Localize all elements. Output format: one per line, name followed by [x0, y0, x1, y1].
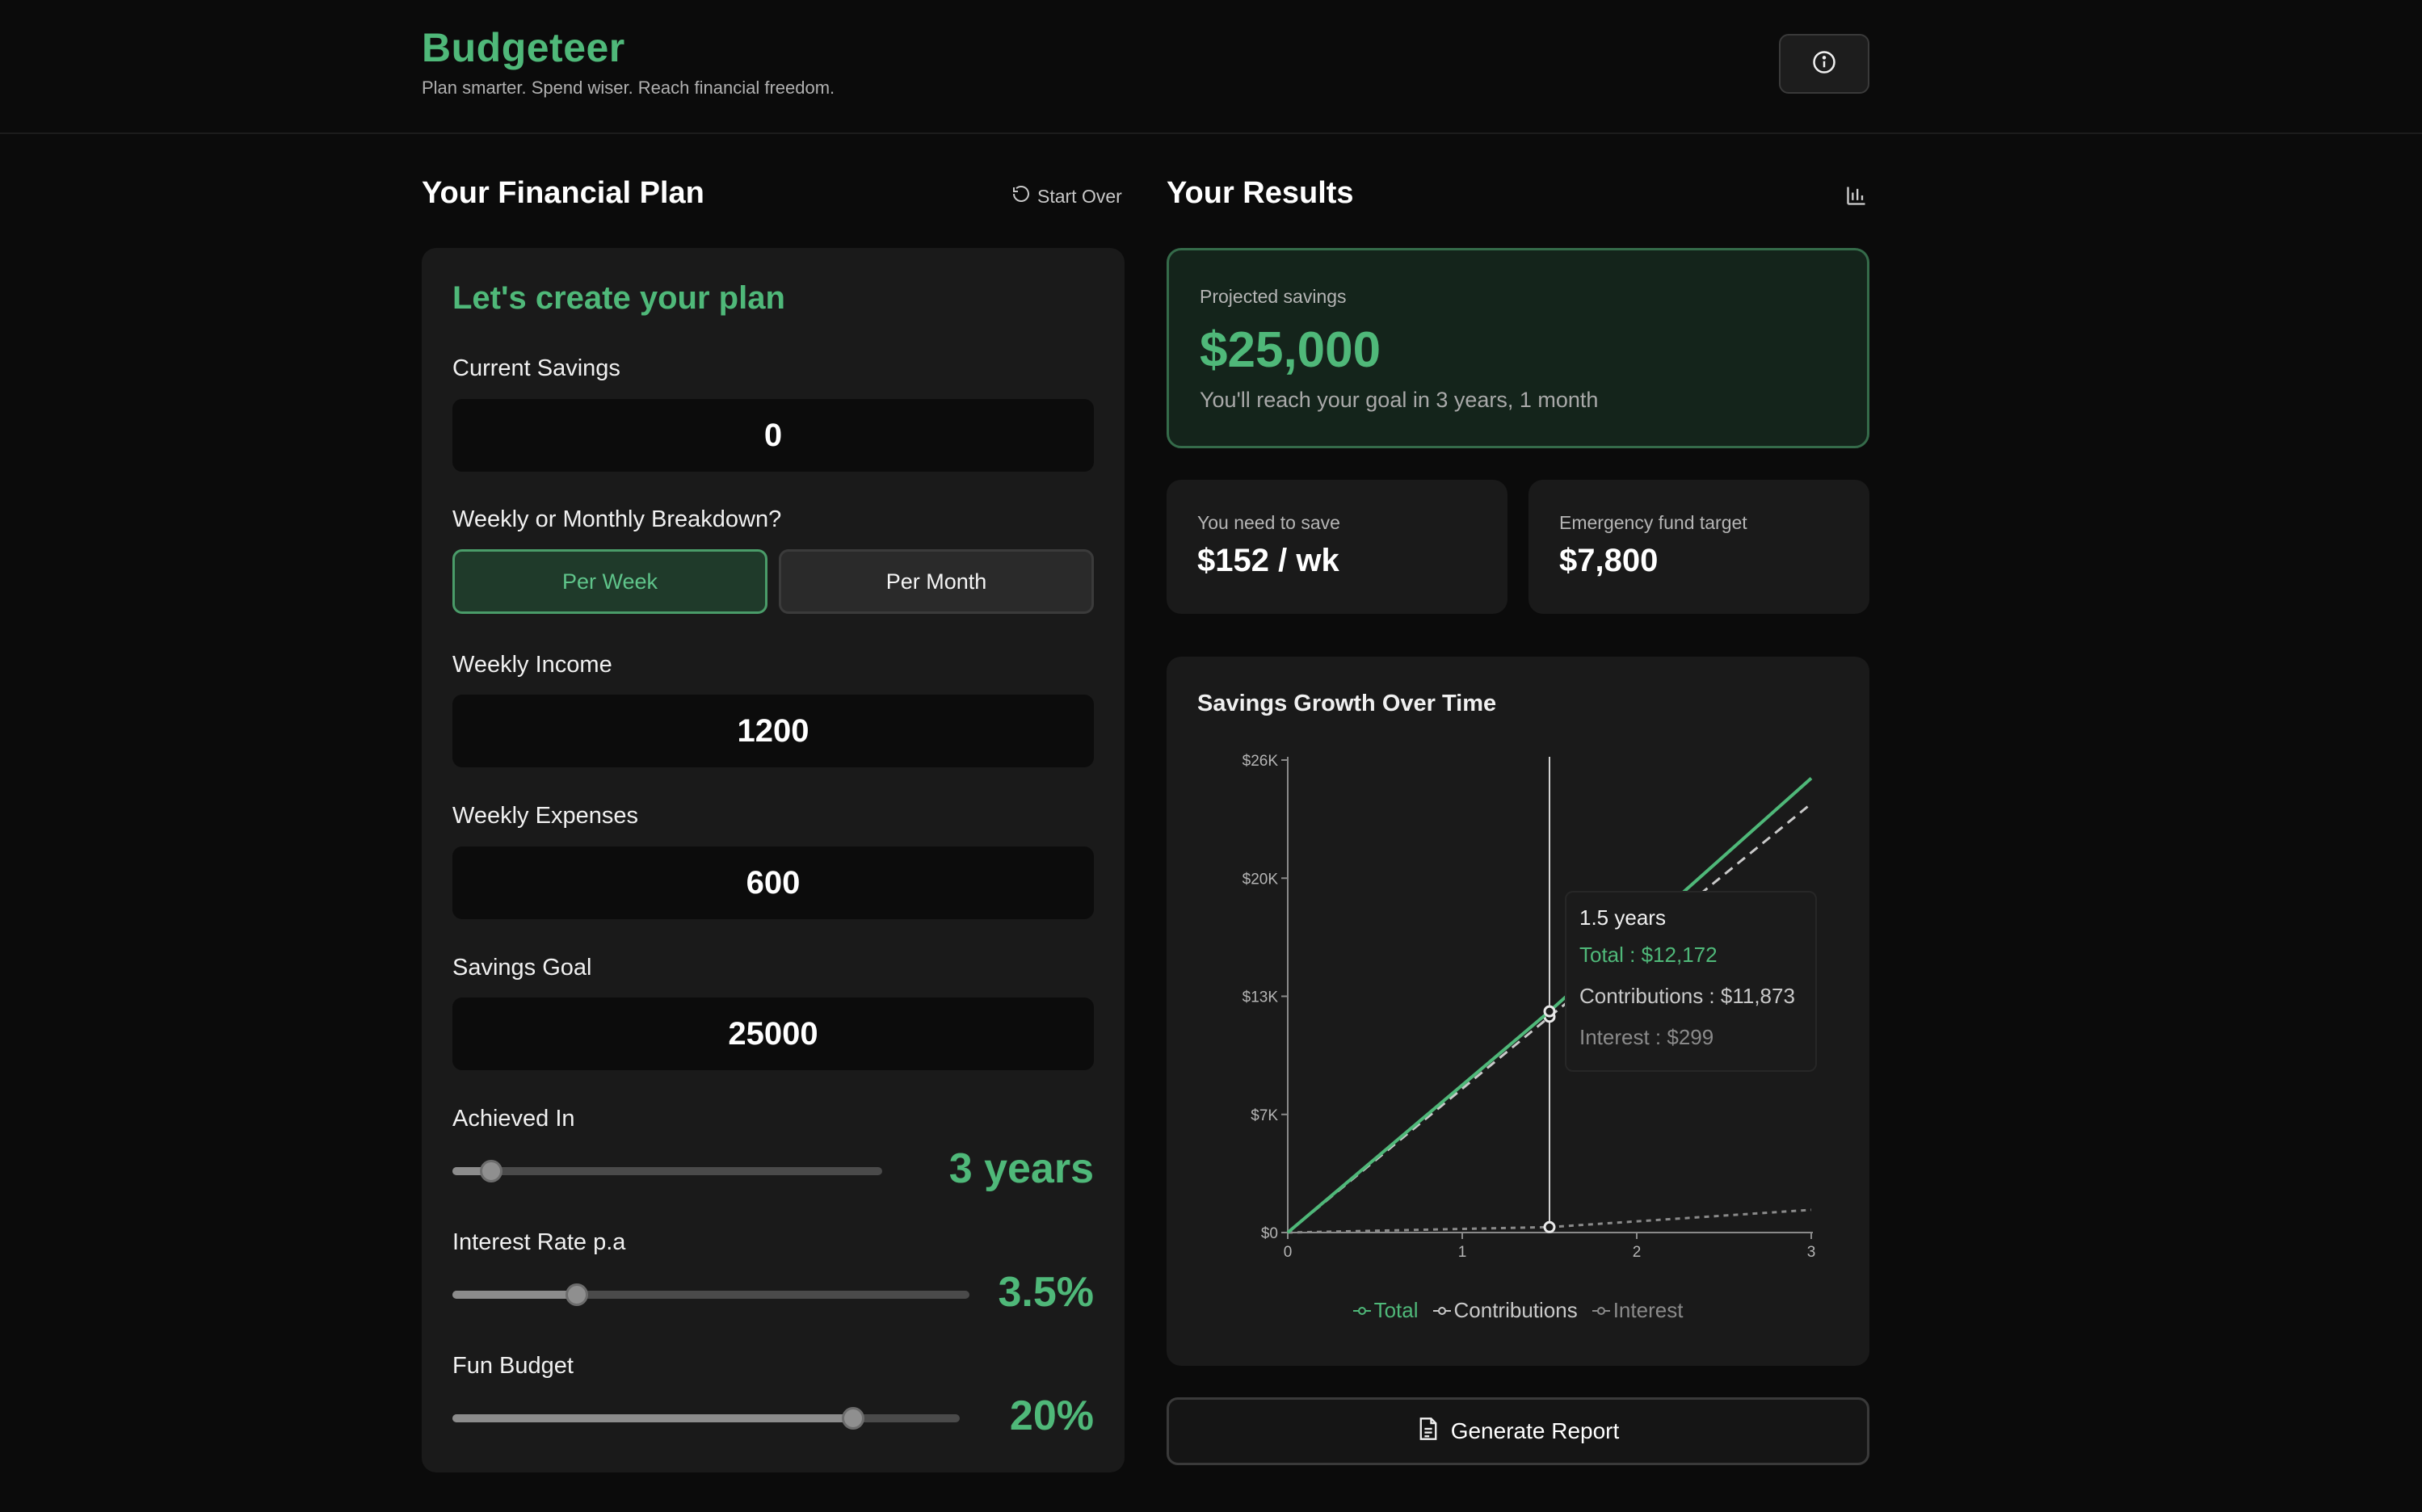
achieved-in-slider-thumb[interactable]: [479, 1160, 502, 1182]
weekly-expenses-input[interactable]: [452, 846, 1094, 919]
x-tick-label: 1: [1458, 1244, 1467, 1261]
per-week-toggle[interactable]: Per Week: [452, 549, 767, 614]
projected-savings-card: Projected savings $25,000 You'll reach y…: [1167, 248, 1869, 448]
app-tagline: Plan smarter. Spend wiser. Reach financi…: [422, 78, 835, 98]
app-header: Budgeteer Plan smarter. Spend wiser. Rea…: [0, 0, 2422, 134]
breakdown-label: Weekly or Monthly Breakdown?: [452, 506, 782, 532]
legend-contributions-label: Contributions: [1453, 1298, 1578, 1322]
current-savings-label: Current Savings: [452, 355, 620, 381]
info-button[interactable]: [1779, 34, 1869, 94]
weekly-expenses-label: Weekly Expenses: [452, 803, 638, 829]
tooltip-total: Total : $12,172: [1579, 943, 1718, 967]
start-over-button[interactable]: Start Over: [1011, 184, 1122, 208]
x-tick-label: 0: [1284, 1244, 1293, 1261]
tooltip-title: 1.5 years: [1579, 905, 1666, 930]
savings-chart-card: Savings Growth Over Time $0 $7K $13K $20K $2…: [1167, 657, 1869, 1366]
x-tick-label: 2: [1633, 1244, 1642, 1261]
interest-rate-slider[interactable]: [452, 1283, 969, 1306]
legend-contributions-icon: [1432, 1306, 1451, 1315]
emergency-fund-card: Emergency fund target $7,800: [1528, 480, 1869, 614]
projected-note: You'll reach your goal in 3 years, 1 mon…: [1200, 388, 1599, 412]
legend-interest-icon: [1592, 1306, 1610, 1315]
hover-point-interest: [1543, 1220, 1556, 1233]
need-to-save-label: You need to save: [1197, 512, 1340, 533]
savings-goal-label: Savings Goal: [452, 955, 592, 981]
y-tick-label: $13K: [1243, 989, 1279, 1006]
legend-total[interactable]: Total: [1352, 1298, 1419, 1323]
tooltip-contributions: Contributions : $11,873: [1579, 984, 1795, 1008]
app-title: Budgeteer: [422, 25, 625, 70]
chart-legend: Total Contributions Interest: [1167, 1298, 1869, 1323]
y-tick-label: $7K: [1251, 1107, 1278, 1124]
fun-budget-slider-thumb[interactable]: [842, 1407, 865, 1430]
hover-point-total: [1543, 1005, 1556, 1018]
fun-budget-slider[interactable]: [452, 1407, 960, 1430]
savings-goal-input[interactable]: [452, 998, 1094, 1070]
generate-report-label: Generate Report: [1450, 1418, 1620, 1443]
achieved-in-value: 3 years: [948, 1145, 1094, 1192]
legend-total-label: Total: [1373, 1298, 1419, 1322]
chart-title: Savings Growth Over Time: [1197, 691, 1497, 716]
plan-card: Let's create your plan Current Savings W…: [422, 248, 1125, 1472]
legend-contributions[interactable]: Contributions: [1432, 1298, 1578, 1323]
y-tick-label: $0: [1261, 1225, 1278, 1242]
bar-chart-icon[interactable]: [1845, 184, 1868, 207]
fun-budget-value: 20%: [1009, 1392, 1094, 1439]
x-tick-label: 3: [1807, 1244, 1816, 1261]
legend-interest[interactable]: Interest: [1592, 1298, 1684, 1323]
plan-heading: Let's create your plan: [452, 280, 785, 316]
legend-total-icon: [1352, 1306, 1371, 1315]
per-month-toggle[interactable]: Per Month: [779, 549, 1094, 614]
info-icon: [1812, 50, 1836, 78]
projected-amount: $25,000: [1200, 322, 1381, 378]
weekly-income-input[interactable]: [452, 695, 1094, 767]
tooltip-interest: Interest : $299: [1579, 1025, 1714, 1049]
y-tick-label: $26K: [1243, 753, 1279, 770]
need-to-save-value: $152 / wk: [1197, 543, 1339, 578]
savings-growth-chart[interactable]: $0 $7K $13K $20K $26K 0 1 2 3: [1167, 657, 1869, 1303]
achieved-in-slider-fill: [452, 1167, 491, 1175]
fun-budget-label: Fun Budget: [452, 1353, 574, 1379]
refresh-icon: [1011, 184, 1031, 208]
fun-budget-slider-fill: [452, 1414, 854, 1422]
chart-tooltip: 1.5 years Total : $12,172 Contributions …: [1565, 891, 1817, 1072]
legend-interest-label: Interest: [1613, 1298, 1684, 1322]
projected-label: Projected savings: [1200, 286, 1347, 307]
current-savings-input[interactable]: [452, 399, 1094, 472]
generate-report-button[interactable]: Generate Report: [1167, 1397, 1869, 1465]
interest-rate-label: Interest Rate p.a: [452, 1229, 626, 1255]
need-to-save-card: You need to save $152 / wk: [1167, 480, 1507, 614]
start-over-label: Start Over: [1037, 185, 1122, 207]
weekly-income-label: Weekly Income: [452, 652, 612, 678]
financial-plan-title: Your Financial Plan: [422, 176, 704, 210]
interest-rate-slider-thumb[interactable]: [565, 1283, 588, 1306]
achieved-in-slider[interactable]: [452, 1160, 882, 1182]
achieved-in-label: Achieved In: [452, 1106, 575, 1132]
interest-rate-slider-fill: [452, 1291, 577, 1299]
interest-rate-value: 3.5%: [998, 1269, 1094, 1316]
document-icon: [1417, 1417, 1440, 1447]
y-tick-label: $20K: [1243, 871, 1279, 888]
emergency-fund-value: $7,800: [1559, 543, 1659, 578]
results-title: Your Results: [1167, 176, 1354, 210]
emergency-fund-label: Emergency fund target: [1559, 512, 1747, 533]
